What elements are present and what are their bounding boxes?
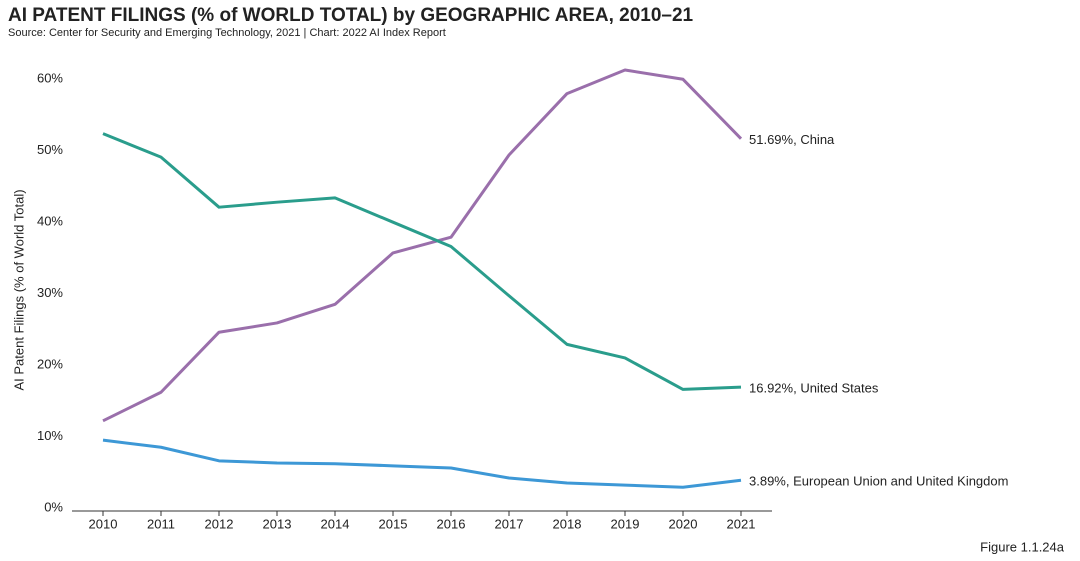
- y-tick-label: 60%: [37, 71, 63, 86]
- x-tick-label: 2012: [205, 516, 234, 531]
- x-tick-label: 2014: [321, 516, 350, 531]
- end-label: 16.92%, United States: [749, 381, 879, 396]
- figure-label: Figure 1.1.24a: [980, 539, 1065, 554]
- x-tick-label: 2010: [89, 516, 118, 531]
- y-tick-label: 50%: [37, 142, 63, 157]
- x-tick-label: 2016: [437, 516, 466, 531]
- x-tick-label: 2020: [669, 516, 698, 531]
- y-tick-label: 20%: [37, 357, 63, 372]
- y-tick-label: 30%: [37, 285, 63, 300]
- y-tick-label: 10%: [37, 428, 63, 443]
- series-line: [102, 132, 742, 391]
- series-line: [102, 68, 743, 423]
- y-tick-label: 0%: [44, 499, 63, 514]
- x-tick-label: 2015: [379, 516, 408, 531]
- x-tick-label: 2021: [727, 516, 756, 531]
- x-tick-label: 2011: [147, 516, 175, 531]
- y-tick-label: 40%: [37, 214, 63, 229]
- x-tick-label: 2018: [553, 516, 582, 531]
- end-label: 51.69%, China: [749, 132, 835, 147]
- x-tick-label: 2013: [263, 516, 292, 531]
- x-tick-label: 2019: [611, 516, 640, 531]
- x-tick-label: 2017: [495, 516, 524, 531]
- chart-title: AI PATENT FILINGS (% of WORLD TOTAL) by …: [8, 5, 694, 26]
- end-label: 3.89%, European Union and United Kingdom: [749, 474, 1008, 489]
- chart-subtitle: Source: Center for Security and Emerging…: [8, 27, 446, 39]
- y-axis-label: AI Patent Filings (% of World Total): [11, 189, 26, 390]
- series-line: [102, 438, 742, 489]
